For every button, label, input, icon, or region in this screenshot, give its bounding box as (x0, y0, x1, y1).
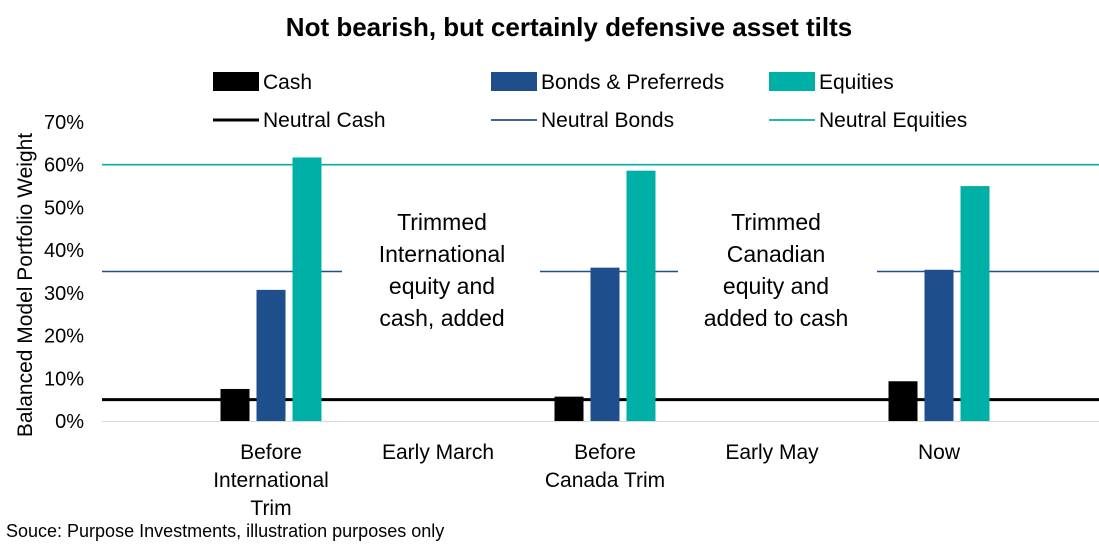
y-tick-label: 30% (44, 283, 84, 305)
bar-cash (888, 381, 918, 421)
bar-bonds-preferreds (924, 269, 954, 421)
legend-label: Equities (819, 71, 894, 94)
y-tick-label: 10% (44, 368, 84, 390)
x-category-label: Early March (382, 441, 494, 464)
legend-label: Neutral Cash (263, 109, 386, 132)
y-tick-label: 50% (44, 197, 84, 219)
legend-swatch-bonds-preferreds (491, 72, 537, 91)
y-tick-label: 70% (44, 112, 84, 134)
y-tick-label: 20% (44, 326, 84, 348)
legend-swatch-cash (213, 72, 259, 91)
x-category-label: Before Canada Trim (545, 441, 665, 492)
bar-equities (960, 186, 990, 421)
chart-title: Not bearish, but certainly defensive ass… (286, 12, 852, 42)
x-category-label: Now (918, 441, 961, 464)
bar-cash (220, 388, 250, 421)
legend-swatch-equities (769, 72, 815, 91)
y-tick-label: 0% (55, 411, 84, 433)
legend-label: Bonds & Preferreds (541, 71, 724, 94)
bar-equities (292, 157, 322, 421)
annotation-text: Trimmed Canadian equity and added to cash (704, 209, 849, 331)
legend-label: Neutral Equities (819, 109, 967, 132)
y-tick-label: 40% (44, 240, 84, 262)
x-axis-categories: Before International Trim Early March Before… (213, 441, 961, 520)
bar-bonds-preferreds (590, 267, 620, 421)
x-category-label: Before International Trim (213, 441, 329, 520)
source-note: Souce: Purpose Investments, illustration… (6, 521, 445, 541)
bars (220, 157, 990, 421)
legend-label: Neutral Bonds (541, 109, 674, 132)
annotations: Trimmed International equity and cash, adde… (379, 209, 849, 331)
x-category-label: Early May (725, 441, 819, 464)
legend: Cash Bonds & Preferreds Equities Neutral Ca… (213, 71, 967, 132)
bar-equities (626, 170, 656, 421)
legend-label: Cash (263, 71, 312, 94)
bar-cash (554, 396, 584, 421)
annotation-text: Trimmed International equity and cash, adde… (379, 209, 506, 331)
y-tick-label: 60% (44, 155, 84, 177)
y-axis-label: Balanced Model Portfolio Weight (14, 133, 37, 437)
bar-bonds-preferreds (256, 289, 286, 421)
y-axis-ticks: 0% 10% 20% 30% 40% 50% 60% 70% (44, 112, 84, 433)
